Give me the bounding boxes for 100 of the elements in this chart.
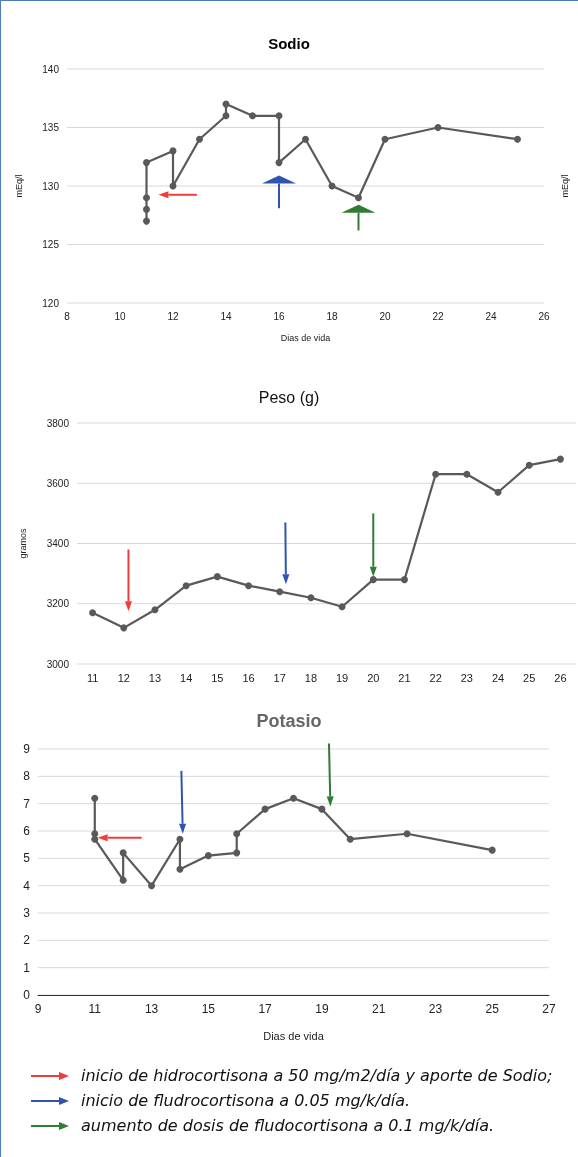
y-tick-label: 5	[23, 851, 31, 866]
point	[307, 594, 315, 602]
y-tick-label: 3200	[46, 598, 70, 610]
point	[245, 582, 253, 590]
point	[91, 794, 99, 802]
point	[369, 576, 377, 584]
y-tick-label: 3800	[46, 417, 70, 429]
point	[143, 194, 150, 202]
point	[355, 194, 362, 202]
y-tick-label: 3600	[46, 477, 70, 489]
point	[182, 582, 190, 590]
point	[233, 830, 241, 838]
point	[494, 488, 502, 496]
point	[143, 159, 150, 167]
point	[89, 609, 97, 617]
y-tick-label: 6	[23, 824, 31, 838]
x-axis-title: Dias de vida	[280, 332, 331, 343]
y-tick-label: 135	[42, 122, 60, 133]
point	[275, 159, 283, 167]
x-tick-label: 17	[273, 671, 286, 684]
x-tick-label: 26	[538, 310, 550, 322]
chart-title: Sodio	[268, 35, 310, 52]
point	[381, 135, 389, 143]
y-tick-label: 130	[42, 180, 60, 192]
x-tick-label: 18	[326, 310, 338, 322]
point	[120, 624, 128, 632]
x-tick-label: 15	[201, 1002, 216, 1016]
y-tick-label: 0	[23, 988, 31, 1002]
point	[302, 135, 309, 143]
x-tick-label: 12	[167, 310, 179, 322]
x-tick-label: 11	[88, 1002, 102, 1016]
point	[143, 217, 150, 225]
point	[276, 588, 284, 596]
point	[318, 805, 326, 813]
point	[432, 470, 440, 478]
point	[403, 830, 411, 838]
x-tick-label: 24	[491, 671, 505, 684]
x-tick-label: 18	[304, 671, 318, 684]
y-tick-label: 3	[23, 906, 31, 920]
point	[204, 852, 212, 860]
point	[249, 112, 256, 120]
x-tick-label: 14	[180, 671, 193, 684]
x-tick-label: 12	[117, 671, 130, 684]
x-tick-label: 23	[428, 1002, 443, 1016]
y-tick-label: 4	[23, 878, 31, 893]
x-tick-label: 27	[542, 1002, 556, 1016]
point	[434, 124, 442, 131]
point	[176, 835, 184, 843]
x-tick-label: 23	[460, 671, 473, 684]
x-tick-label: 26	[554, 671, 567, 684]
y-tick-label: 125	[42, 239, 60, 250]
x-tick-label: 10	[114, 310, 126, 322]
y-tick-label: 8	[23, 769, 31, 784]
point	[233, 849, 241, 857]
chart-title: Potasio	[256, 711, 322, 731]
y-axis-title: gramos	[17, 528, 28, 559]
text: aumento de dosis de fludocortisona a 0.1 mg/k/día.	[81, 1116, 495, 1135]
x-tick-label: 17	[258, 1002, 273, 1016]
x-tick-label: 16	[242, 671, 255, 684]
point	[275, 112, 283, 120]
y-tick-label: 7	[23, 796, 31, 811]
x-tick-label: 11	[86, 671, 99, 684]
point	[400, 576, 408, 584]
point	[91, 835, 99, 843]
y-tick-label: 140	[42, 63, 60, 75]
y-tick-label: 9	[23, 742, 31, 756]
point	[261, 805, 269, 813]
point	[196, 135, 203, 143]
x-tick-label: 21	[398, 671, 411, 684]
y-tick-label: 2	[23, 933, 31, 948]
x-tick-label: 24	[485, 310, 497, 322]
chart-title: Peso (g)	[258, 388, 320, 406]
x-tick-label: 15	[211, 671, 224, 684]
x-tick-label: 20	[379, 310, 391, 322]
x-tick-label: 25	[523, 671, 536, 684]
point	[213, 573, 221, 581]
text: inicio de hidrocortisona a 50 mg/m2/día y aporte de Sodio;	[81, 1066, 553, 1085]
x-tick-label: 16	[273, 310, 285, 322]
point	[151, 606, 159, 614]
x-tick-label: 13	[148, 671, 162, 684]
x-axis-title: Dias de vida	[263, 1029, 325, 1042]
y2-axis-title: mEq/l	[559, 174, 570, 198]
point	[525, 461, 533, 469]
x-tick-label: 22	[429, 671, 442, 684]
point	[119, 876, 127, 884]
x-tick-label: 22	[432, 310, 444, 322]
point	[556, 455, 564, 463]
y-tick-label: 120	[42, 297, 60, 309]
y-tick-label: 1	[23, 960, 31, 975]
y-tick-label: 3000	[46, 658, 70, 670]
point	[143, 205, 150, 213]
x-tick-label: 25	[485, 1002, 500, 1016]
y-tick-label: 3400	[46, 538, 70, 549]
point	[514, 135, 521, 143]
point	[338, 603, 346, 611]
x-tick-label: 13	[144, 1002, 159, 1016]
point	[290, 794, 297, 802]
x-tick-label: 20	[367, 671, 380, 684]
x-tick-label: 19	[315, 1002, 329, 1016]
x-tick-label: 21	[371, 1002, 386, 1016]
